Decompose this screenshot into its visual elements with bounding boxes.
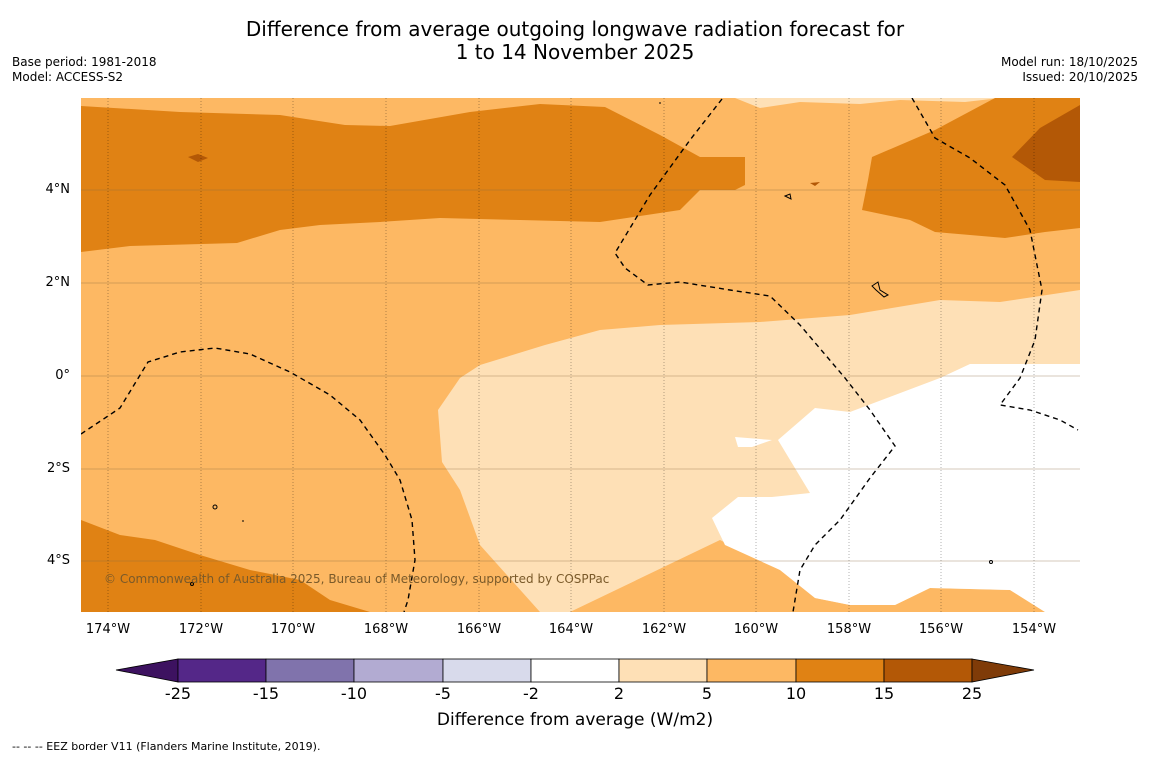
- colorbar: [115, 658, 1035, 683]
- contour-2-5-north: [735, 98, 1000, 108]
- title-line-2: 1 to 14 November 2025: [455, 40, 695, 64]
- lon-label-160w: 160°W: [733, 622, 779, 637]
- model-run: Model run: 18/10/2025: [1000, 55, 1138, 69]
- colorbar-tick: 25: [961, 684, 983, 703]
- contour-10-15-north: [81, 104, 745, 252]
- colorbar-tick: 15: [873, 684, 895, 703]
- lon-label-162w: 162°W: [641, 622, 687, 637]
- lon-label-174w: 174°W: [85, 622, 131, 637]
- colorbar-tick: -5: [435, 684, 451, 703]
- metadata-right: Model run: 18/10/2025 Issued: 20/10/2025: [1001, 55, 1138, 85]
- colorbar-tick: -25: [164, 684, 192, 703]
- colorbar-segment: [353, 658, 444, 683]
- colorbar-tick: -10: [340, 684, 368, 703]
- colorbar-segment: [706, 658, 797, 683]
- colorbar-tick: -2: [523, 684, 539, 703]
- model-name: Model: ACCESS-S2: [12, 70, 124, 84]
- colorbar-segment: [883, 658, 973, 683]
- metadata-left: Base period: 1981-2018 Model: ACCESS-S2: [12, 55, 157, 85]
- eez-borders: [81, 98, 1079, 612]
- colorbar-tick: 10: [785, 684, 807, 703]
- map-title: Difference from average outgoing longwav…: [0, 18, 1150, 64]
- title-line-1: Difference from average outgoing longwav…: [245, 17, 905, 41]
- contour-neutral: [712, 364, 1080, 612]
- lon-label-158w: 158°W: [826, 622, 872, 637]
- colorbar-extend-low: [115, 658, 179, 683]
- colorbar-segment: [618, 658, 708, 683]
- lon-label-166w: 166°W: [456, 622, 502, 637]
- colorbar-segment: [442, 658, 532, 683]
- contour-10-15-ne: [862, 98, 1080, 238]
- base-period: Base period: 1981-2018: [12, 55, 157, 69]
- lat-label-2s: 2°S: [46, 461, 70, 476]
- lat-label-2n: 2°N: [45, 275, 71, 290]
- eez-legend-note: -- -- -- EEZ border V11 (Flanders Marine…: [12, 740, 321, 753]
- lat-label-4n: 4°N: [45, 182, 71, 197]
- colorbar-segment: [177, 658, 267, 683]
- colorbar-tick: -15: [252, 684, 280, 703]
- islands: [190, 102, 993, 586]
- colorbar-tick: 5: [701, 684, 713, 703]
- copyright-notice: © Commonwealth of Australia 2025, Bureau…: [104, 572, 610, 586]
- lon-label-170w: 170°W: [270, 622, 316, 637]
- lon-label-156w: 156°W: [918, 622, 964, 637]
- colorbar-label: Difference from average (W/m2): [436, 710, 714, 730]
- lat-label-4s: 4°S: [46, 553, 70, 568]
- latitude-gridlines: [81, 189, 1080, 562]
- issued-date: Issued: 20/10/2025: [1022, 70, 1138, 84]
- lon-label-164w: 164°W: [548, 622, 594, 637]
- lon-label-172w: 172°W: [178, 622, 224, 637]
- colorbar-segment: [795, 658, 885, 683]
- lon-label-154w: 154°W: [1011, 622, 1057, 637]
- colorbar-segment: [530, 658, 620, 683]
- lat-label-0: 0°: [55, 368, 70, 383]
- contour-10-15-sw: [81, 520, 370, 612]
- contour-15-25: [1012, 105, 1080, 182]
- colorbar-tick: 2: [613, 684, 625, 703]
- lon-label-168w: 168°W: [363, 622, 409, 637]
- colorbar-extend-high: [971, 658, 1035, 683]
- colorbar-segment: [265, 658, 355, 683]
